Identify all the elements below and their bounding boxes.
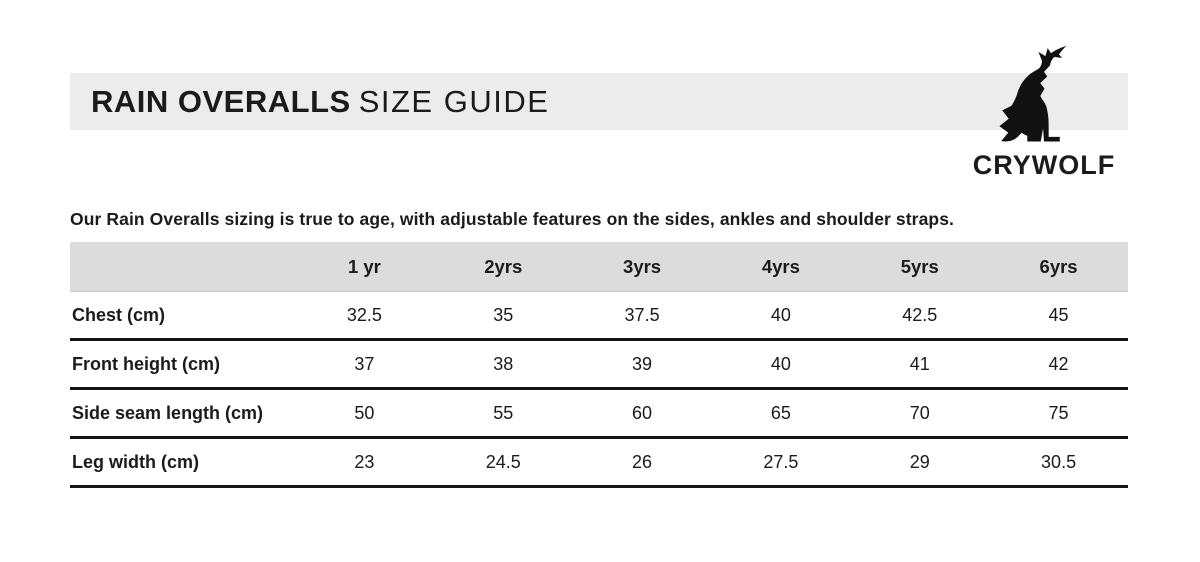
size-value: 70 bbox=[909, 402, 930, 423]
row-label: Leg width (cm) bbox=[72, 451, 199, 472]
table-row: Leg width (cm) 23 24.5 26 27.5 29 30.5 bbox=[70, 439, 1128, 488]
size-table-header: 1 yr 2yrs 3yrs 4yrs 5yrs 6yrs bbox=[70, 242, 1128, 292]
size-value: 35 bbox=[493, 304, 514, 325]
size-value: 40 bbox=[770, 304, 791, 325]
row-label: Side seam length (cm) bbox=[72, 402, 264, 423]
size-value: 60 bbox=[632, 402, 653, 423]
size-value: 75 bbox=[1048, 402, 1069, 423]
size-value: 30.5 bbox=[1041, 451, 1077, 472]
size-value: 32.5 bbox=[346, 304, 382, 325]
brand-logo: CRYWOLF bbox=[962, 44, 1126, 181]
row-label: Chest (cm) bbox=[72, 304, 166, 325]
row-label: Front height (cm) bbox=[72, 353, 220, 374]
howling-wolf-icon bbox=[999, 45, 1067, 142]
title-banner: RAIN OVERALLS SIZE GUIDE bbox=[70, 73, 1128, 130]
size-value: 55 bbox=[493, 402, 514, 423]
brand-name: CRYWOLF bbox=[972, 150, 1116, 180]
page-title-product: RAIN OVERALLS bbox=[91, 84, 351, 119]
size-value: 38 bbox=[493, 353, 514, 374]
size-value: 29 bbox=[909, 451, 930, 472]
size-value: 23 bbox=[354, 451, 375, 472]
column-header: 5yrs bbox=[900, 255, 939, 277]
column-header: 3yrs bbox=[623, 255, 662, 277]
column-header: 2yrs bbox=[484, 255, 523, 277]
column-header: 4yrs bbox=[761, 255, 800, 277]
size-value: 27.5 bbox=[763, 451, 799, 472]
column-header: 6yrs bbox=[1039, 255, 1078, 277]
size-table: 1 yr 2yrs 3yrs 4yrs 5yrs 6yrs Chest (cm) 32.5 3… bbox=[70, 242, 1128, 488]
size-value: 37.5 bbox=[624, 304, 660, 325]
size-value: 42 bbox=[1048, 353, 1069, 374]
size-value: 39 bbox=[632, 353, 653, 374]
sizing-description: Our Rain Overalls sizing is true to age,… bbox=[70, 209, 954, 229]
size-value: 37 bbox=[354, 353, 375, 374]
size-value: 65 bbox=[770, 402, 791, 423]
table-row: Chest (cm) 32.5 35 37.5 40 42.5 45 bbox=[70, 292, 1128, 341]
table-row: Front height (cm) 37 38 39 40 41 42 bbox=[70, 341, 1128, 390]
size-value: 50 bbox=[354, 402, 375, 423]
page-title-suffix: SIZE GUIDE bbox=[358, 84, 550, 119]
size-table-body: Chest (cm) 32.5 35 37.5 40 42.5 45 Front height… bbox=[70, 292, 1128, 488]
size-value: 26 bbox=[632, 451, 653, 472]
size-value: 41 bbox=[909, 353, 930, 374]
size-value: 40 bbox=[770, 353, 791, 374]
page-title: RAIN OVERALLS SIZE GUIDE bbox=[91, 86, 549, 117]
size-value: 45 bbox=[1048, 304, 1069, 325]
size-value: 24.5 bbox=[485, 451, 521, 472]
size-value: 42.5 bbox=[902, 304, 938, 325]
column-header: 1 yr bbox=[347, 255, 381, 277]
table-row: Side seam length (cm) 50 55 60 65 70 75 bbox=[70, 390, 1128, 439]
